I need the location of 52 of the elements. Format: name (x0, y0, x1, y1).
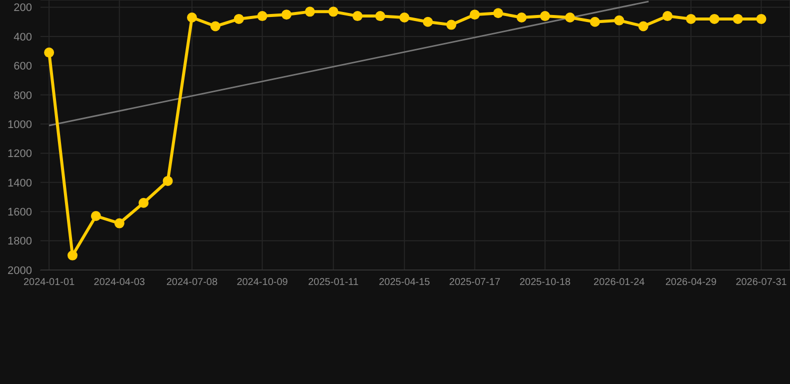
point (662, 11, 673, 22)
point (210, 21, 220, 32)
y-tick-label: 800 (14, 90, 32, 102)
x-tick-label: 2024-01-01 (23, 277, 76, 288)
point (732, 14, 743, 24)
x-tick-label: 2026-07-31 (736, 277, 788, 288)
point (709, 14, 720, 24)
point (446, 20, 456, 30)
point (614, 15, 624, 26)
y-tick-label: 1400 (8, 177, 32, 190)
point (590, 16, 600, 27)
y-tick-label: 1200 (8, 148, 32, 160)
point (162, 176, 173, 186)
y-tick-label: 1800 (8, 236, 32, 248)
point (257, 11, 268, 22)
point (493, 8, 504, 18)
point (540, 11, 550, 22)
x-tick-label: 2026-01-24 (594, 277, 646, 288)
point (281, 10, 292, 20)
y-tick-label: 2000 (8, 264, 32, 277)
x-tick-label: 2025-01-11 (308, 277, 359, 288)
x-tick-label: 2024-04-03 (94, 277, 146, 288)
point (470, 10, 480, 20)
point (756, 14, 766, 24)
point (686, 14, 696, 24)
point (44, 48, 54, 58)
y-tick-label: 1000 (8, 118, 32, 131)
point (186, 12, 197, 23)
x-tick-label: 2026-04-29 (665, 277, 717, 288)
y-tick-label: 200 (14, 2, 32, 14)
x-tick-label: 2025-10-18 (519, 277, 572, 288)
x-tick-label: 2025-07-17 (449, 277, 501, 288)
point (68, 250, 78, 260)
point (90, 211, 101, 221)
point (352, 11, 363, 22)
y-tick-label: 600 (14, 60, 32, 73)
point (234, 14, 244, 24)
point (564, 12, 575, 23)
point (638, 21, 648, 32)
point (422, 16, 433, 27)
point (328, 6, 338, 17)
x-tick-label: 2024-07-08 (166, 277, 218, 288)
x-tick-label: 2025-04-15 (378, 277, 430, 288)
point (304, 6, 315, 17)
point (399, 12, 410, 23)
point (138, 198, 149, 208)
point (114, 218, 124, 228)
point (516, 12, 527, 23)
point (375, 11, 386, 22)
y-tick-label: 1600 (8, 206, 32, 219)
y-tick-label: 400 (14, 31, 32, 44)
x-tick-label: 2024-10-09 (236, 277, 288, 288)
